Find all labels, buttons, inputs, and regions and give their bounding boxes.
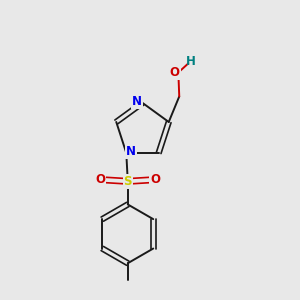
Text: S: S <box>124 175 132 188</box>
Text: O: O <box>170 66 180 79</box>
Text: O: O <box>95 173 105 186</box>
Text: N: N <box>126 146 136 158</box>
Text: H: H <box>186 56 196 68</box>
Text: N: N <box>132 95 142 108</box>
Text: O: O <box>150 173 161 186</box>
